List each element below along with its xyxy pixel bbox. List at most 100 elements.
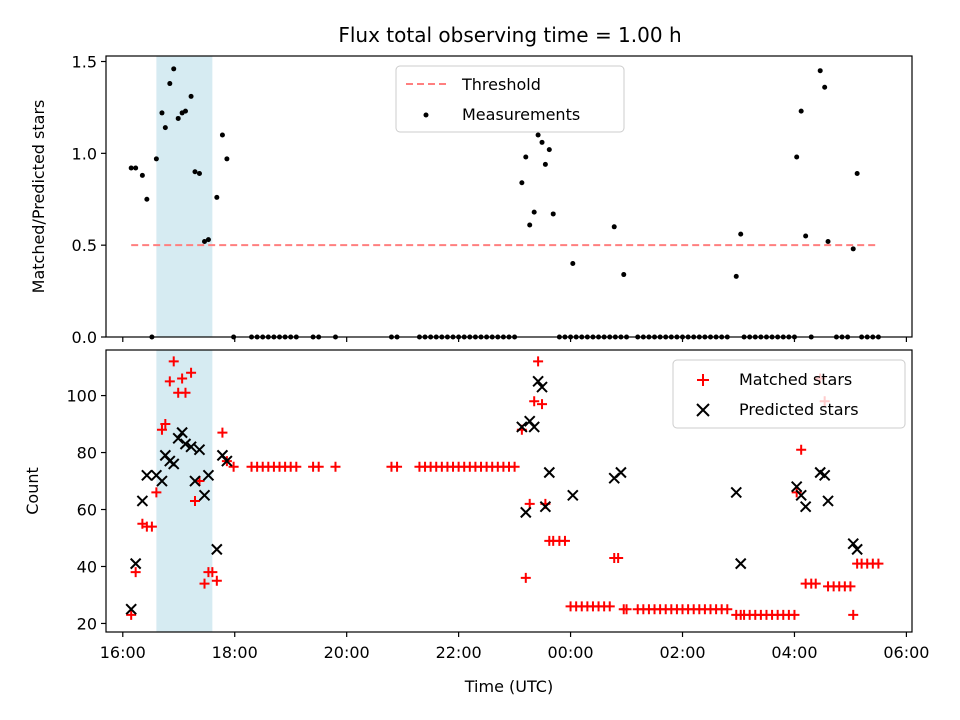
predicted-star-point xyxy=(193,443,206,456)
top-panel: 0.0 0.5 1.0 1.5 Matched/Predicted stars Thr… xyxy=(29,53,913,347)
top-ytick-label: 0.5 xyxy=(72,236,97,255)
bottom-axes-frame xyxy=(105,349,913,633)
bottom-ytick-label: 100 xyxy=(66,387,97,406)
measurement-point xyxy=(531,209,537,215)
predicted-star-point xyxy=(176,426,188,439)
bottom-ytick-label: 20 xyxy=(77,614,97,633)
matched-star-point xyxy=(189,495,200,506)
bottom-ytick-label: 40 xyxy=(77,557,97,576)
measurement-point xyxy=(546,147,552,153)
predicted-star-point xyxy=(189,475,201,487)
predicted-star-point xyxy=(211,543,223,556)
matched-star-point xyxy=(604,601,615,612)
matched-star-point xyxy=(126,609,137,620)
measurement-point xyxy=(611,224,617,230)
predicted-star-point xyxy=(156,475,168,487)
matched-star-point xyxy=(130,567,141,578)
top-highlight-span xyxy=(156,56,213,337)
measurement-point xyxy=(167,81,173,87)
matched-star-point xyxy=(873,558,884,569)
bottom-y-axis-label: Count xyxy=(23,467,42,515)
matched-star-point xyxy=(180,387,191,398)
matched-star-point xyxy=(520,572,531,583)
xtick-label: 00:00 xyxy=(548,643,594,662)
predicted-star-point xyxy=(168,458,180,470)
predicted-star-point xyxy=(615,466,627,479)
measurement-point xyxy=(733,273,739,279)
predicted-star-point xyxy=(136,495,149,507)
top-ytick-label: 1.0 xyxy=(72,144,97,163)
bottom-panel: 20 40 60 80 100 16:00 18:00 20:00 22:00 00:00 02:… xyxy=(23,349,929,696)
top-legend: Threshold Measurements xyxy=(395,65,625,133)
matched-star-point xyxy=(207,567,218,578)
predicted-star-point xyxy=(528,421,540,433)
measurement-point xyxy=(850,246,856,252)
bottom-ytick-label: 80 xyxy=(77,444,97,463)
measurement-point xyxy=(535,132,541,138)
measurement-point xyxy=(825,238,831,244)
measurement-point xyxy=(219,132,225,138)
xtick-label: 04:00 xyxy=(771,643,817,662)
matched-star-point xyxy=(529,396,540,407)
matched-star-point xyxy=(168,356,179,367)
matched-star-point xyxy=(146,521,157,532)
matched-star-point xyxy=(211,575,222,586)
predicted-star-point xyxy=(567,489,579,501)
measurement-point xyxy=(539,139,545,145)
legend-predicted-swatch xyxy=(696,403,710,417)
measurement-point xyxy=(202,238,208,244)
measurement-point xyxy=(854,171,860,177)
predicted-star-point xyxy=(847,537,859,550)
predicted-star-point xyxy=(539,500,552,513)
matched-star-point xyxy=(186,367,197,378)
measurement-point xyxy=(803,233,809,239)
predicted-star-point xyxy=(202,469,215,482)
legend-measurements-label: Measurements xyxy=(462,105,580,124)
measurement-point xyxy=(133,165,139,171)
matched-star-point xyxy=(228,461,239,472)
measurement-point xyxy=(527,222,533,228)
measurement-point xyxy=(214,194,220,200)
matched-star-point xyxy=(810,578,821,589)
matched-star-point xyxy=(199,578,210,589)
measurement-point xyxy=(196,171,202,177)
predicted-star-point xyxy=(730,486,742,499)
matched-star-point xyxy=(291,461,302,472)
measurement-point xyxy=(175,115,181,121)
top-ytick-label: 1.5 xyxy=(72,53,97,72)
matched-star-point xyxy=(156,424,167,435)
matched-star-point xyxy=(796,444,807,455)
measurement-point xyxy=(519,180,525,186)
predicted-star-point xyxy=(532,375,544,388)
measurement-point xyxy=(542,161,548,167)
top-ytick-label: 0.0 xyxy=(72,328,97,347)
xtick-label: 06:00 xyxy=(883,643,929,662)
xtick-label: 18:00 xyxy=(212,643,258,662)
predicted-star-point xyxy=(125,603,137,615)
predicted-star-point xyxy=(198,489,211,501)
legend-predicted-label: Predicted stars xyxy=(739,400,859,419)
top-legend-box xyxy=(395,65,625,133)
matched-star-point xyxy=(313,461,324,472)
matched-star-point xyxy=(177,373,188,384)
predicted-star-point xyxy=(795,489,807,501)
bottom-x-ticks: 16:00 18:00 20:00 22:00 00:00 02:00 04:00 06:00 xyxy=(100,632,929,662)
measurement-point xyxy=(205,237,211,243)
legend-matched-label: Matched stars xyxy=(739,370,852,389)
predicted-star-point xyxy=(172,432,184,445)
measurement-point xyxy=(188,93,194,99)
measurement-point xyxy=(192,169,198,175)
legend-threshold-label: Threshold xyxy=(461,75,541,94)
measurement-point xyxy=(738,231,744,237)
measurement-point xyxy=(153,156,159,162)
measurement-point xyxy=(621,272,627,278)
matched-star-point xyxy=(613,552,624,563)
measurement-point xyxy=(224,156,230,162)
measurement-point xyxy=(817,68,823,74)
predicted-star-point xyxy=(536,381,548,393)
measurement-point xyxy=(162,125,168,131)
matched-star-point xyxy=(151,487,162,498)
bottom-y-ticks: 20 40 60 80 100 xyxy=(66,387,106,633)
measurement-point xyxy=(159,110,165,116)
